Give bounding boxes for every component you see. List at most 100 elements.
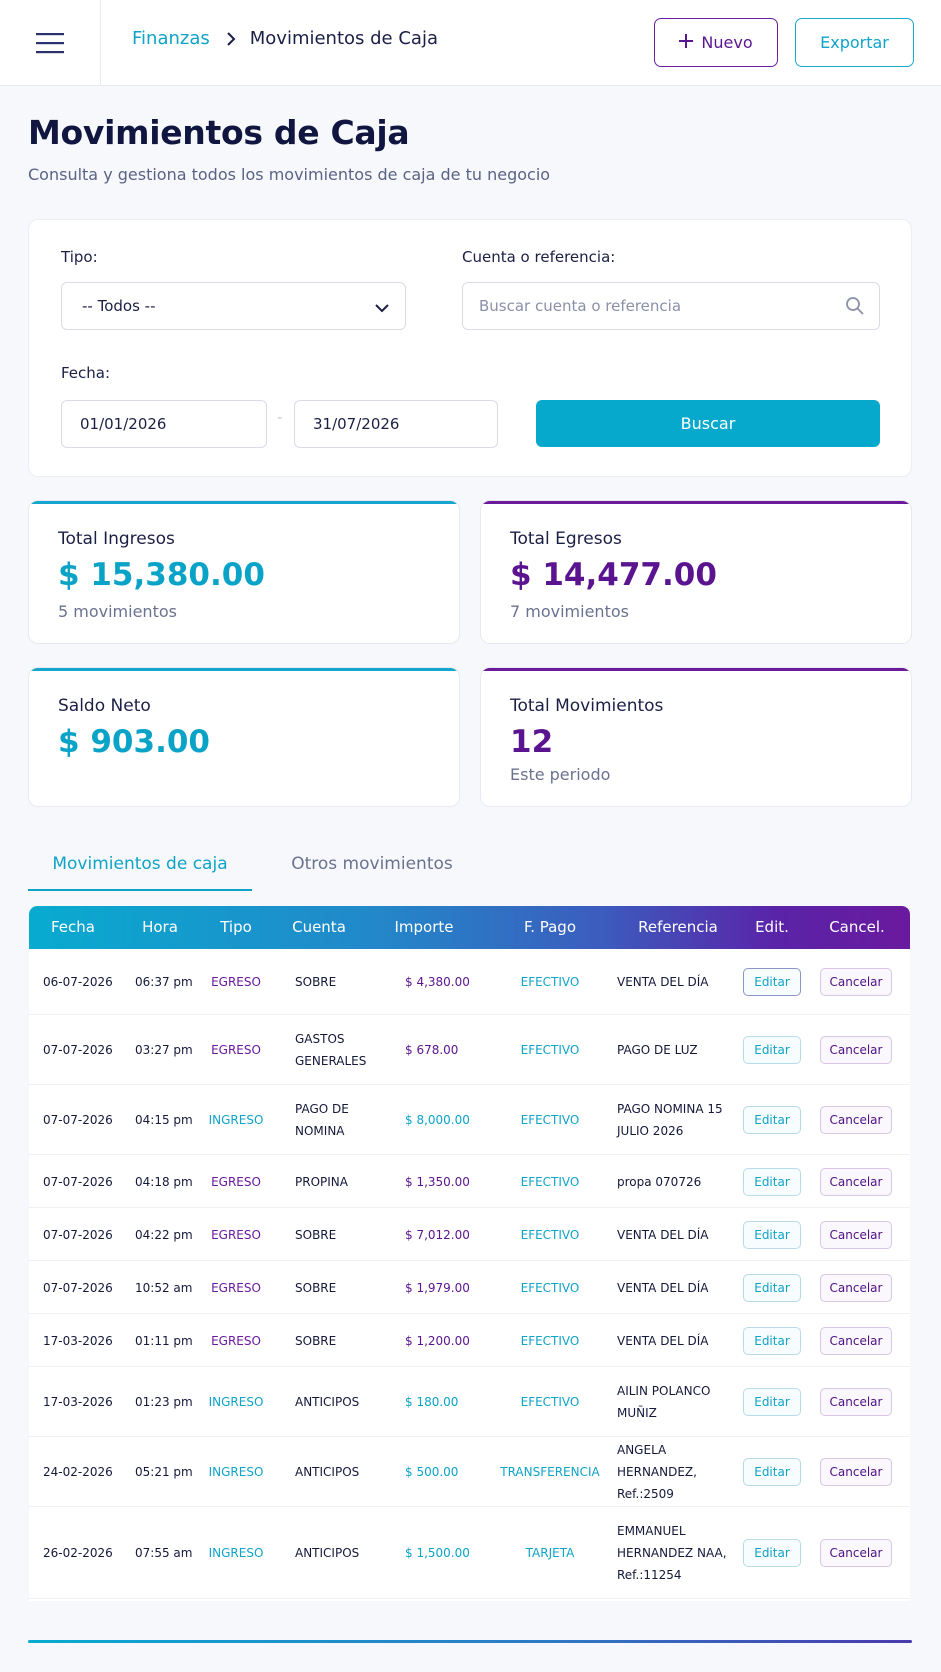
cancel-button[interactable]: Cancelar — [820, 1388, 892, 1416]
stat-total-egresos: Total Egresos $ 14,477.00 7 movimientos — [480, 500, 912, 644]
stat-value: $ 903.00 — [58, 724, 210, 760]
stat-label: Total Ingresos — [58, 529, 175, 549]
cell-importe: $ 1,500.00 — [405, 1546, 470, 1560]
cell-referencia: VENTA DEL DÍA — [617, 1280, 709, 1295]
cell-hora: 05:21 pm — [135, 1465, 193, 1479]
fecha-hasta-input[interactable]: 31/07/2026 — [294, 400, 498, 448]
edit-button[interactable]: Editar — [743, 1326, 801, 1355]
cell-importe: $ 4,380.00 — [405, 975, 470, 989]
tab-movimientos-caja[interactable]: Movimientos de caja — [28, 838, 252, 891]
edit-button[interactable]: Editar — [743, 1167, 801, 1196]
page-subtitle: Consulta y gestiona todos los movimiento… — [28, 165, 551, 184]
edit-button[interactable]: Editar — [743, 1458, 801, 1486]
tab-otros-movimientos[interactable]: Otros movimientos — [291, 854, 453, 874]
table-header: Fecha Hora Tipo Cuenta Importe F. Pago R… — [29, 906, 910, 949]
tab-bar: Movimientos de caja Otros movimientos — [28, 838, 912, 891]
cell-hora: 01:23 pm — [135, 1395, 193, 1409]
stat-note: 7 movimientos — [510, 602, 629, 621]
hamburger-menu-icon[interactable] — [0, 0, 101, 86]
cell-importe: $ 180.00 — [405, 1395, 459, 1409]
cell-fecha: 17-03-2026 — [43, 1333, 113, 1348]
cell-cuenta: PAGO DE NOMINA — [295, 1102, 349, 1138]
breadcrumb-current: Movimientos de Caja — [249, 28, 438, 49]
new-button[interactable]: Nuevo — [654, 18, 778, 67]
cell-cuenta: SOBRE — [295, 975, 337, 989]
stat-label: Saldo Neto — [58, 696, 151, 716]
cell-tipo: INGRESO — [208, 1113, 264, 1127]
cancel-button[interactable]: Cancelar — [820, 968, 892, 996]
cell-referencia: PAGO NOMINA 15 JULIO 2026 — [617, 1102, 723, 1138]
cuenta-search-input[interactable]: Buscar cuenta o referencia — [462, 282, 880, 330]
stat-label: Total Movimientos — [510, 696, 664, 716]
column-header-edit: Edit. — [755, 918, 789, 936]
search-icon — [845, 296, 865, 320]
column-header-fecha[interactable]: Fecha — [51, 918, 95, 936]
cell-hora: 06:37 pm — [135, 975, 193, 989]
new-button-label: Nuevo — [701, 33, 753, 52]
cell-cuenta: SOBRE — [295, 1227, 337, 1242]
cell-fpago: EFECTIVO — [520, 1227, 580, 1242]
cell-referencia: PAGO DE LUZ — [617, 1043, 698, 1057]
breadcrumb: Finanzas Movimientos de Caja — [132, 28, 438, 49]
fecha-desde-input[interactable]: 01/01/2026 — [61, 400, 267, 448]
table-row: 07-07-2026 10:52 am EGRESO SOBRE $ 1,979.00 E… — [29, 1261, 910, 1314]
cell-tipo: INGRESO — [208, 1546, 264, 1560]
breadcrumb-finanzas[interactable]: Finanzas — [132, 28, 210, 49]
column-header-cuenta[interactable]: Cuenta — [292, 918, 346, 936]
filter-card: Tipo: -- Todos -- Cuenta o referencia: B… — [28, 219, 912, 477]
cell-cuenta: GASTOS GENERALES — [295, 1032, 367, 1068]
cell-tipo: EGRESO — [211, 1043, 261, 1057]
cell-fecha: 07-07-2026 — [43, 1227, 113, 1242]
column-header-tipo[interactable]: Tipo — [220, 918, 252, 936]
table-row: 07-07-2026 04:15 pm INGRESO PAGO DE NOMINA $… — [29, 1085, 910, 1155]
cell-importe: $ 7,012.00 — [405, 1227, 470, 1242]
edit-button[interactable]: Editar — [743, 1388, 801, 1416]
cell-fecha: 06-07-2026 — [43, 975, 113, 989]
column-header-hora[interactable]: Hora — [142, 918, 178, 936]
search-button[interactable]: Buscar — [536, 400, 880, 447]
edit-button[interactable]: Editar — [743, 1273, 801, 1302]
table-row: 07-07-2026 03:27 pm EGRESO GASTOS GENERALES… — [29, 1015, 910, 1085]
table-row: 07-07-2026 04:18 pm EGRESO PROPINA $ 1,350.0… — [29, 1155, 910, 1208]
cell-tipo: EGRESO — [211, 1280, 261, 1295]
cancel-button[interactable]: Cancelar — [820, 1273, 892, 1302]
column-header-referencia[interactable]: Referencia — [638, 918, 718, 936]
tipo-select[interactable]: -- Todos -- — [61, 282, 406, 330]
cancel-button[interactable]: Cancelar — [820, 1106, 892, 1134]
stat-note: 5 movimientos — [58, 602, 177, 621]
cell-tipo: EGRESO — [211, 1174, 261, 1189]
cancel-button[interactable]: Cancelar — [820, 1036, 892, 1064]
tipo-label: Tipo: — [61, 248, 98, 266]
edit-button[interactable]: Editar — [743, 1220, 801, 1249]
footer-accent-bar — [28, 1640, 912, 1643]
stat-value: 12 — [510, 724, 554, 760]
column-header-fpago[interactable]: F. Pago — [523, 918, 577, 936]
stat-value: $ 14,477.00 — [510, 557, 717, 593]
cell-hora: 10:52 am — [135, 1280, 193, 1295]
cell-fpago: TARJETA — [525, 1546, 575, 1560]
edit-button[interactable]: Editar — [743, 1106, 801, 1134]
cancel-button[interactable]: Cancelar — [820, 1326, 892, 1355]
export-button[interactable]: Exportar — [795, 18, 914, 67]
cell-cuenta: SOBRE — [295, 1333, 337, 1348]
edit-button[interactable]: Editar — [743, 968, 801, 996]
cell-tipo: EGRESO — [211, 1333, 261, 1348]
stat-label: Total Egresos — [510, 529, 622, 549]
edit-button[interactable]: Editar — [743, 1036, 801, 1064]
cancel-button[interactable]: Cancelar — [820, 1167, 892, 1196]
cancel-button[interactable]: Cancelar — [820, 1220, 892, 1249]
cell-fpago: EFECTIVO — [520, 1395, 580, 1409]
cancel-button[interactable]: Cancelar — [820, 1458, 892, 1486]
cell-referencia: ANGELA HERNANDEZ, Ref.:2509 — [617, 1443, 697, 1501]
stat-value: $ 15,380.00 — [58, 557, 265, 593]
date-separator: - — [277, 408, 283, 426]
column-header-importe[interactable]: Importe — [394, 918, 454, 936]
cell-fpago: EFECTIVO — [520, 1174, 580, 1189]
cuenta-search-placeholder: Buscar cuenta o referencia — [479, 297, 682, 315]
edit-button[interactable]: Editar — [743, 1539, 801, 1567]
table-row: 06-07-2026 06:37 pm EGRESO SOBRE $ 4,380.00 E… — [29, 949, 910, 1015]
page-title: Movimientos de Caja — [28, 113, 410, 152]
cell-fecha: 07-07-2026 — [43, 1043, 113, 1057]
cancel-button[interactable]: Cancelar — [820, 1539, 892, 1567]
cell-referencia: VENTA DEL DÍA — [617, 1227, 709, 1242]
